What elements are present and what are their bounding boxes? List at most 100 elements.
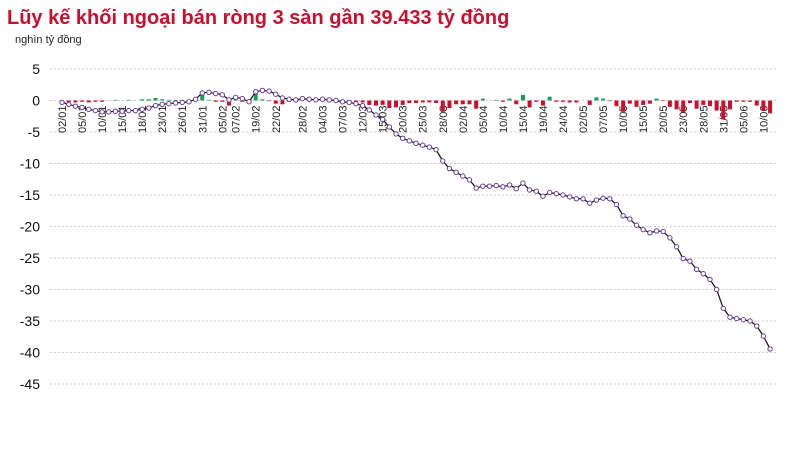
x-tick-label: 22/02 <box>271 106 283 134</box>
bar <box>220 100 225 102</box>
bar <box>400 100 405 105</box>
bar <box>661 100 666 102</box>
line-marker <box>513 186 519 192</box>
y-tick-label: -20 <box>20 219 40 235</box>
line-marker <box>273 91 279 97</box>
bar <box>80 100 85 102</box>
line-marker <box>580 196 586 202</box>
line-marker <box>399 135 406 142</box>
bar <box>407 100 412 104</box>
line-marker <box>446 165 453 172</box>
y-tick-label: -5 <box>28 124 41 140</box>
bar <box>554 100 559 102</box>
line-marker <box>747 318 753 324</box>
line-marker <box>386 124 393 130</box>
bar <box>273 100 278 104</box>
line-marker <box>633 222 640 228</box>
line-marker <box>333 97 339 104</box>
bar <box>86 100 91 103</box>
line-marker <box>293 97 299 103</box>
bar <box>427 100 432 103</box>
x-tick-label: 05/06 <box>738 106 750 134</box>
bar <box>627 100 632 104</box>
bar <box>454 100 459 105</box>
line-marker <box>720 305 727 312</box>
bar <box>146 99 151 101</box>
bar <box>514 100 519 105</box>
line-marker <box>673 243 680 250</box>
bar <box>574 100 579 103</box>
line-marker <box>72 103 79 109</box>
bar <box>754 100 759 106</box>
bar <box>367 100 372 105</box>
line-marker <box>159 101 165 107</box>
line-marker <box>119 108 125 114</box>
bar <box>587 100 592 105</box>
line-marker <box>640 226 646 233</box>
line-marker <box>192 96 199 102</box>
x-tick-label: 26/01 <box>177 106 189 134</box>
bar <box>728 100 732 110</box>
line-marker <box>366 107 372 113</box>
x-tick-label: 15/04 <box>518 106 530 134</box>
y-tick-label: -40 <box>20 345 40 361</box>
line-marker <box>740 317 747 323</box>
line-marker <box>460 173 466 179</box>
line-marker <box>466 177 473 183</box>
line-marker <box>359 102 366 109</box>
line-marker <box>79 104 85 111</box>
line-marker <box>212 90 219 97</box>
line-marker <box>754 323 760 329</box>
line-marker <box>660 228 666 235</box>
bar <box>761 100 766 111</box>
bar <box>768 100 773 114</box>
line-marker <box>767 346 773 352</box>
line-marker <box>226 97 232 103</box>
bar <box>66 100 71 103</box>
line-marker <box>279 95 286 101</box>
x-tick-label: 04/03 <box>318 106 330 134</box>
bar <box>607 100 612 102</box>
x-tick-label: 10/05 <box>618 106 630 134</box>
line-marker <box>132 107 139 114</box>
line-marker <box>126 107 132 114</box>
bar <box>420 100 425 103</box>
bar <box>687 100 692 104</box>
bar <box>500 100 505 102</box>
line-marker <box>393 131 399 137</box>
bar <box>601 98 606 101</box>
bar <box>200 94 205 101</box>
line-marker <box>486 183 493 189</box>
line-marker <box>112 108 119 114</box>
bar <box>260 99 265 101</box>
bar <box>126 99 131 101</box>
line-marker <box>653 228 660 234</box>
y-tick-label: 5 <box>32 61 40 77</box>
bar <box>160 99 165 101</box>
bar <box>394 100 398 108</box>
line-marker <box>266 88 272 94</box>
line-marker <box>687 258 693 264</box>
line-marker <box>59 99 65 106</box>
line-marker <box>620 213 626 219</box>
x-tick-label: 07/03 <box>338 106 350 134</box>
line-marker <box>573 196 580 202</box>
x-tick-label: 20/05 <box>658 106 670 134</box>
line-marker <box>733 315 740 322</box>
line-marker <box>520 180 526 186</box>
line-marker <box>540 193 546 199</box>
bar <box>93 100 98 102</box>
line-marker <box>152 102 159 109</box>
bar <box>614 100 619 107</box>
bar <box>507 98 512 101</box>
x-tick-label: 19/02 <box>251 106 263 134</box>
bar <box>153 97 158 101</box>
x-tick-label: 15/01 <box>117 105 129 133</box>
bar <box>520 94 525 101</box>
line-marker <box>179 99 185 106</box>
x-tick-label: 12/03 <box>358 106 370 134</box>
x-tick-label: 02/05 <box>578 106 590 134</box>
line-marker <box>600 195 606 201</box>
bar <box>373 100 378 106</box>
